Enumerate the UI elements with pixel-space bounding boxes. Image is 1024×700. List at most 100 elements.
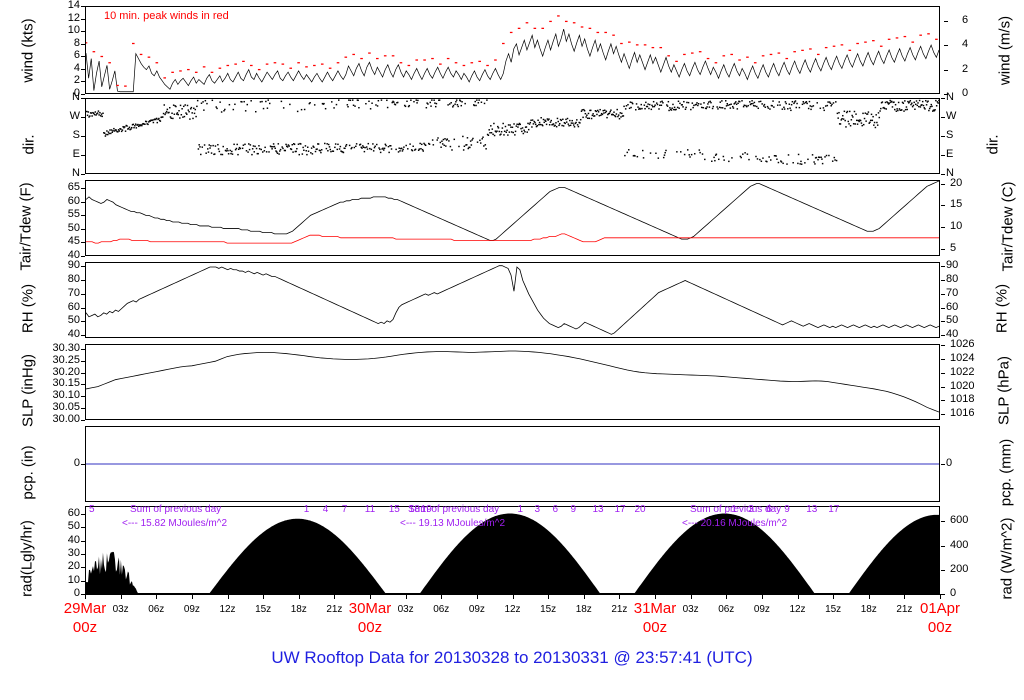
rad-hour-label: 9 <box>784 504 790 515</box>
dir-ytick-left: W <box>70 112 80 121</box>
rad-hour-label: 1 <box>518 504 524 515</box>
wind-peak-note: 10 min. peak winds in red <box>104 10 229 22</box>
x-axis-day-tick <box>370 594 371 599</box>
slp-ytick-inhg: 30.05 <box>52 403 80 412</box>
dir-ytick-left: N <box>72 169 80 178</box>
panel-precipitation <box>85 426 940 502</box>
rad-ytick-wm2: 200 <box>950 565 968 574</box>
axis-tick-mark <box>941 266 945 267</box>
x-axis-hour-label: 12z <box>212 604 244 615</box>
ylabel-rad-lgly: rad(Lgly/hr) <box>19 499 36 619</box>
x-axis-hour-label: 09z <box>461 604 493 615</box>
axis-tick-mark <box>81 69 85 70</box>
dir-plot <box>86 99 939 173</box>
axis-tick-mark <box>941 335 945 336</box>
x-axis-hour-label: 18z <box>283 604 315 615</box>
axis-tick-mark <box>81 56 85 57</box>
wind-ytick-left: 6 <box>74 51 80 60</box>
rad-ytick-lgly: 30 <box>68 549 80 558</box>
slp-ytick-inhg: 30.10 <box>52 391 80 400</box>
axis-tick-mark <box>81 256 85 257</box>
x-axis-hour-tick <box>762 594 763 599</box>
rh-ytick-left: 70 <box>68 289 80 298</box>
axis-tick-mark <box>941 345 945 346</box>
axis-tick-mark <box>944 45 948 46</box>
x-axis-hour-tick <box>904 594 905 599</box>
rh-ytick-right: 70 <box>946 289 958 298</box>
temp-plot <box>86 181 939 255</box>
axis-tick-mark <box>941 359 945 360</box>
x-axis-hour-label: 03z <box>105 604 137 615</box>
x-axis-hour-label: 06z <box>710 604 742 615</box>
slp-plot <box>86 345 939 419</box>
axis-tick-mark <box>81 98 85 99</box>
page-title: UW Rooftop Data for 20130328 to 20130331… <box>0 648 1024 668</box>
temp-ytick-f: 45 <box>68 237 80 246</box>
axis-tick-mark <box>81 117 85 118</box>
x-axis-hour-tick <box>619 594 620 599</box>
x-axis-hour-tick <box>441 594 442 599</box>
rad-hour-label: 17 <box>615 504 626 515</box>
x-axis-hour-label: 18z <box>853 604 885 615</box>
slp-ytick-hpa: 1024 <box>950 354 974 363</box>
x-axis-day-hour-label: 00z <box>902 619 978 636</box>
axis-tick-mark <box>81 202 85 203</box>
axis-tick-mark <box>941 521 945 522</box>
x-axis-hour-tick <box>192 594 193 599</box>
rad-ytick-wm2: 0 <box>950 589 956 598</box>
x-axis-hour-tick <box>406 594 407 599</box>
slp-ytick-hpa: 1026 <box>950 340 974 349</box>
axis-tick-mark <box>941 321 945 322</box>
wind-ytick-right: 0 <box>962 89 968 98</box>
axis-tick-mark <box>81 408 85 409</box>
wind-ytick-left: 14 <box>68 1 80 10</box>
axis-tick-mark <box>81 188 85 189</box>
dir-ytick-left: N <box>72 93 80 102</box>
axis-tick-mark <box>941 308 945 309</box>
axis-tick-mark <box>941 280 945 281</box>
x-axis-day-tick <box>940 594 941 599</box>
axis-tick-mark <box>81 514 85 515</box>
axis-tick-mark <box>81 308 85 309</box>
rad-hour-label: 7 <box>342 504 348 515</box>
panel-temperature <box>85 180 940 256</box>
axis-tick-mark <box>81 19 85 20</box>
x-axis-hour-tick <box>156 594 157 599</box>
temp-ytick-c: 10 <box>950 222 962 231</box>
rad-ytick-wm2: 400 <box>950 541 968 550</box>
dir-ytick-right: S <box>946 131 953 140</box>
axis-tick-mark <box>941 373 945 374</box>
rad-hour-label: 13 <box>593 504 604 515</box>
temp-ytick-f: 55 <box>68 210 80 219</box>
x-axis-hour-label: 03z <box>390 604 422 615</box>
slp-ytick-hpa: 1018 <box>950 395 974 404</box>
x-axis-hour-label: 06z <box>425 604 457 615</box>
rad-sum-value: <--- 15.82 MJoules/m^2 <box>122 518 227 529</box>
rad-hour-label: 5 <box>89 504 95 515</box>
x-axis-hour-tick <box>228 594 229 599</box>
wind-ytick-right: 4 <box>962 40 968 49</box>
rad-ytick-wm2: 600 <box>950 516 968 525</box>
rad-sum-label: Sum of previous day <box>408 504 499 515</box>
axis-tick-mark <box>941 387 945 388</box>
dir-ytick-right: N <box>946 93 954 102</box>
pcp-plot <box>86 427 939 501</box>
axis-tick-mark <box>941 155 945 156</box>
axis-tick-mark <box>944 21 948 22</box>
axis-tick-mark <box>81 294 85 295</box>
ylabel-wind-ms: wind (m/s) <box>997 1 1014 101</box>
axis-tick-mark <box>81 81 85 82</box>
rh-ytick-left: 60 <box>68 303 80 312</box>
x-axis-hour-tick <box>869 594 870 599</box>
x-axis-day-tick <box>85 594 86 599</box>
temp-ytick-f: 50 <box>68 224 80 233</box>
pcp-ytick-left: 0 <box>74 459 80 468</box>
rad-sum-value: <--- 19.13 MJoules/m^2 <box>400 518 505 529</box>
x-axis-hour-tick <box>334 594 335 599</box>
rad-hour-label: 13 <box>806 504 817 515</box>
rad-ytick-lgly: 10 <box>68 576 80 585</box>
temp-ytick-c: 15 <box>950 200 962 209</box>
slp-ytick-hpa: 1022 <box>950 368 974 377</box>
x-axis-hour-label: 15z <box>817 604 849 615</box>
axis-tick-mark <box>81 215 85 216</box>
